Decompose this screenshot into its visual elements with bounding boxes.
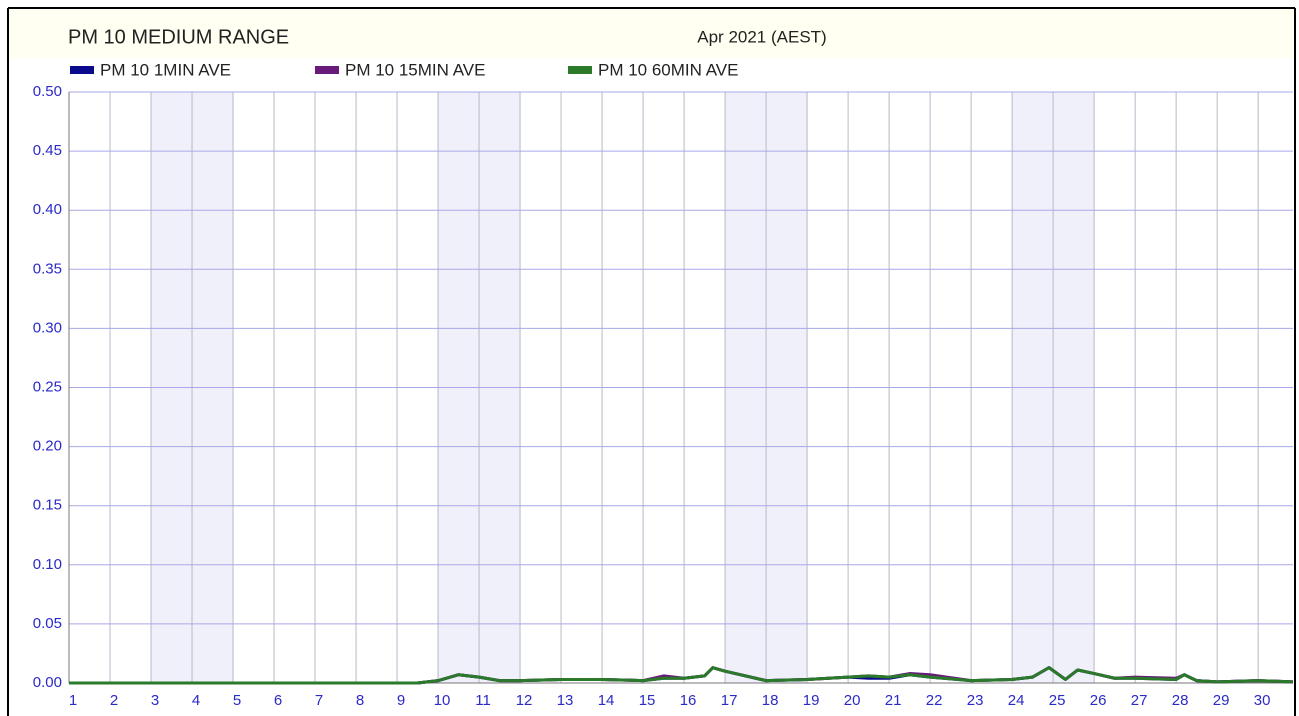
x-tick-label: 26 xyxy=(1090,692,1107,709)
chart-subtitle: Apr 2021 (AEST) xyxy=(697,27,826,46)
x-tick-label: 7 xyxy=(315,692,323,709)
x-tick-label: 3 xyxy=(151,692,159,709)
chart-title: PM 10 MEDIUM RANGE xyxy=(68,26,289,48)
x-tick-label: 17 xyxy=(721,692,738,709)
legend-label: PM 10 15MIN AVE xyxy=(345,60,485,79)
x-tick-label: 14 xyxy=(598,692,615,709)
x-tick-label: 12 xyxy=(516,692,533,709)
y-tick-label: 0.40 xyxy=(33,201,62,218)
x-tick-label: 4 xyxy=(192,692,200,709)
x-tick-label: 20 xyxy=(844,692,861,709)
y-tick-label: 0.45 xyxy=(33,142,62,159)
legend-swatch xyxy=(70,66,94,74)
x-tick-label: 8 xyxy=(356,692,364,709)
y-tick-label: 0.15 xyxy=(33,497,62,514)
x-tick-label: 25 xyxy=(1049,692,1066,709)
legend-swatch xyxy=(568,66,592,74)
x-tick-label: 15 xyxy=(639,692,656,709)
x-tick-label: 6 xyxy=(274,692,282,709)
x-tick-label: 29 xyxy=(1213,692,1230,709)
x-tick-label: 5 xyxy=(233,692,241,709)
y-tick-label: 0.25 xyxy=(33,378,62,395)
header-background xyxy=(8,8,1295,58)
x-tick-label: 11 xyxy=(475,692,491,709)
y-tick-label: 0.35 xyxy=(33,260,62,277)
x-tick-label: 9 xyxy=(397,692,405,709)
x-tick-label: 27 xyxy=(1131,692,1148,709)
x-tick-label: 1 xyxy=(69,692,77,709)
series-line xyxy=(69,666,1294,685)
y-tick-label: 0.00 xyxy=(33,674,62,691)
x-tick-label: 2 xyxy=(110,692,118,709)
y-tick-label: 0.30 xyxy=(33,319,62,336)
x-tick-label: 18 xyxy=(762,692,779,709)
x-tick-label: 16 xyxy=(680,692,697,709)
x-tick-label: 24 xyxy=(1008,692,1025,709)
legend-label: PM 10 60MIN AVE xyxy=(598,60,738,79)
series-line xyxy=(69,666,1294,685)
x-tick-label: 13 xyxy=(557,692,574,709)
y-tick-label: 0.05 xyxy=(33,615,62,632)
x-tick-label: 22 xyxy=(926,692,943,709)
series-line xyxy=(69,666,1294,685)
x-tick-label: 19 xyxy=(803,692,820,709)
y-tick-label: 0.10 xyxy=(33,556,62,573)
x-tick-label: 10 xyxy=(434,692,451,709)
x-tick-label: 28 xyxy=(1172,692,1189,709)
legend-swatch xyxy=(315,66,339,74)
x-tick-label: 30 xyxy=(1254,692,1271,709)
y-tick-label: 0.20 xyxy=(33,438,62,455)
y-tick-label: 0.50 xyxy=(33,83,62,100)
legend-label: PM 10 1MIN AVE xyxy=(100,60,231,79)
x-tick-label: 23 xyxy=(967,692,984,709)
x-tick-label: 21 xyxy=(885,692,902,709)
